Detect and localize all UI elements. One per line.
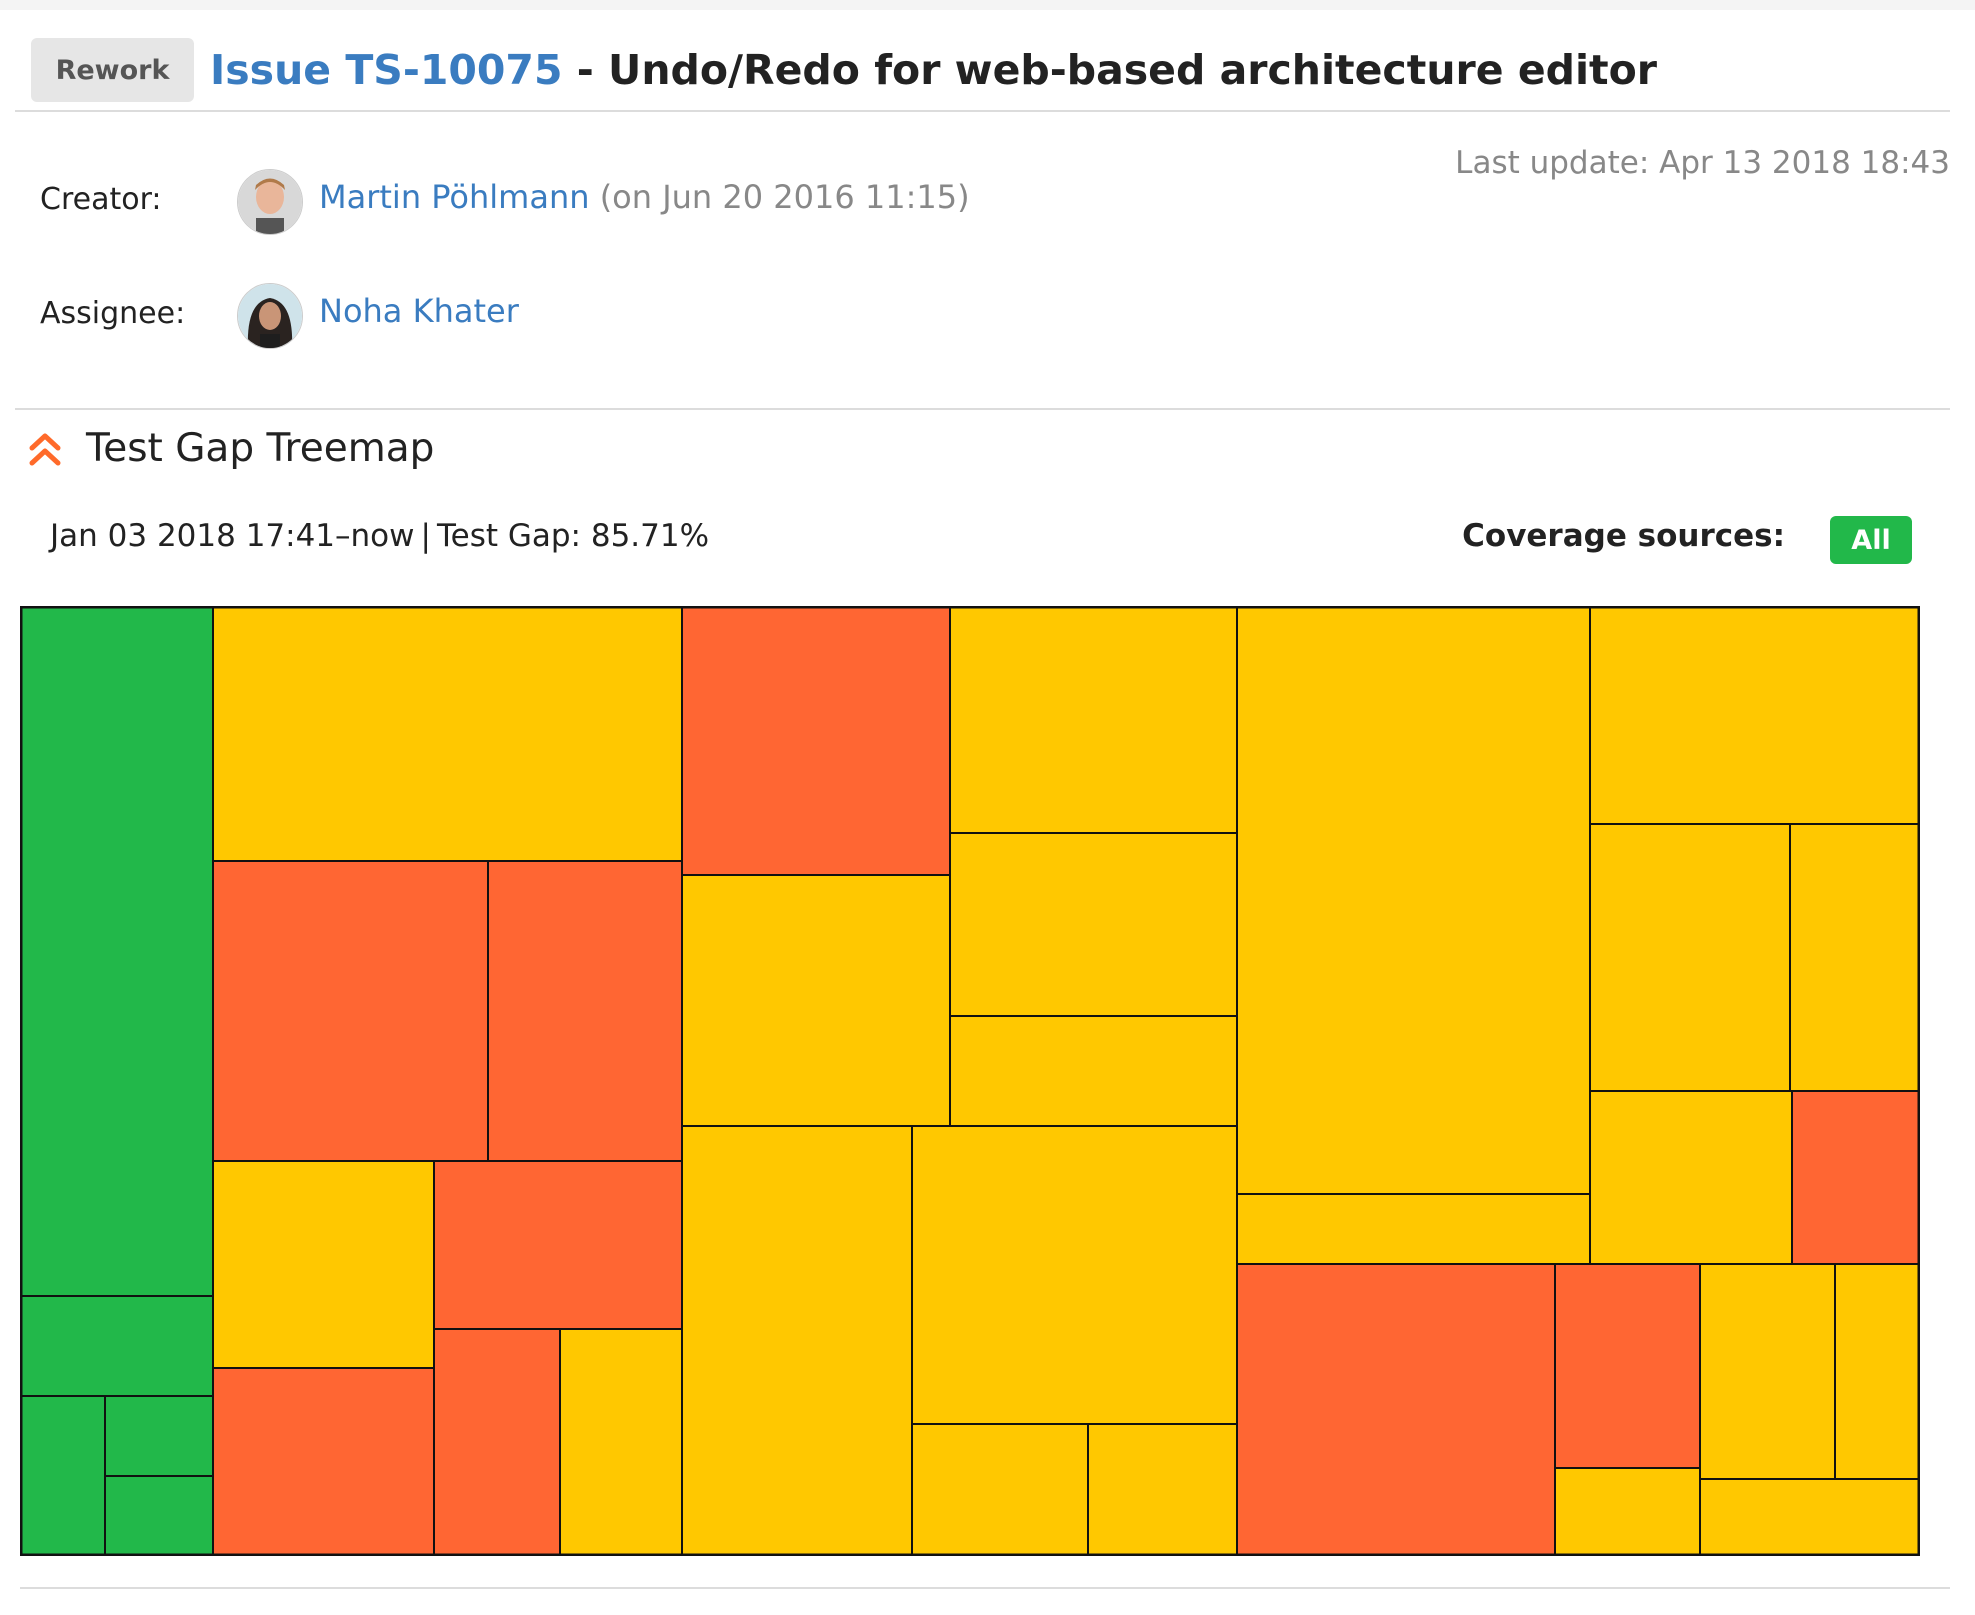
treemap-cell[interactable]: [20, 1295, 214, 1397]
treemap-cell[interactable]: [1236, 1263, 1556, 1556]
treemap-cell[interactable]: [949, 606, 1238, 834]
treemap-frame: [20, 606, 1920, 1556]
treemap-cell[interactable]: [1791, 1090, 1920, 1265]
assignee-avatar[interactable]: [237, 283, 303, 349]
test-gap-value: 85.71%: [590, 518, 710, 554]
assignee-link[interactable]: Noha Khater: [319, 292, 519, 330]
time-range[interactable]: Jan 03 2018 17:41–now: [50, 518, 415, 554]
treemap-cell[interactable]: [1087, 1423, 1238, 1556]
treemap-cell[interactable]: [1699, 1263, 1836, 1480]
issue-title: Issue TS-10075 - Undo/Redo for web-based…: [210, 40, 1657, 100]
treemap-cell[interactable]: [433, 1328, 561, 1556]
treemap-cell[interactable]: [1236, 1193, 1591, 1265]
treemap-cell[interactable]: [212, 1160, 435, 1369]
treemap-cell[interactable]: [1834, 1263, 1920, 1480]
test-gap-label: Test Gap:: [436, 518, 581, 554]
treemap-cell[interactable]: [949, 832, 1238, 1017]
top-strip: [0, 0, 1975, 10]
treemap-cell[interactable]: [104, 1475, 214, 1556]
treemap-cell[interactable]: [212, 1367, 435, 1556]
issue-title-text: - Undo/Redo for web-based architecture e…: [562, 46, 1658, 94]
creator-date: (on Jun 20 2016 11:15): [589, 178, 970, 216]
divider: [20, 1587, 1950, 1589]
treemap-cell[interactable]: [20, 606, 214, 1297]
treemap-cell[interactable]: [949, 1015, 1238, 1127]
creator-avatar[interactable]: [237, 169, 303, 235]
creator-link[interactable]: Martin Pöhlmann (on Jun 20 2016 11:15): [319, 178, 970, 216]
section-title: Test Gap Treemap: [86, 426, 435, 471]
chevron-double-up-icon[interactable]: [28, 432, 62, 468]
treemap-cell[interactable]: [1589, 823, 1791, 1092]
creator-name[interactable]: Martin Pöhlmann: [319, 178, 590, 216]
divider: [15, 110, 1950, 112]
treemap-cell[interactable]: [911, 1423, 1089, 1556]
treemap-cell[interactable]: [681, 606, 951, 876]
treemap-cell[interactable]: [212, 860, 489, 1162]
coverage-sources-button[interactable]: All: [1830, 516, 1912, 564]
treemap-cell[interactable]: [1554, 1467, 1701, 1556]
treemap-cell[interactable]: [212, 606, 683, 862]
status-badge: Rework: [31, 38, 194, 102]
separator: |: [420, 518, 431, 554]
treemap-cell[interactable]: [681, 1125, 913, 1556]
divider: [15, 408, 1950, 410]
treemap-cell[interactable]: [681, 874, 951, 1127]
issue-key-link[interactable]: Issue TS-10075: [210, 46, 563, 94]
treemap-cell[interactable]: [1589, 606, 1920, 825]
treemap-cell[interactable]: [433, 1160, 683, 1330]
treemap-cell[interactable]: [104, 1395, 214, 1477]
creator-label: Creator:: [40, 182, 162, 217]
treemap-cell[interactable]: [1589, 1090, 1793, 1265]
treemap-cell[interactable]: [911, 1125, 1238, 1425]
treemap-cell[interactable]: [559, 1328, 683, 1556]
treemap-cell[interactable]: [1789, 823, 1920, 1092]
treemap-cell[interactable]: [1699, 1478, 1920, 1556]
assignee-label: Assignee:: [40, 296, 186, 331]
coverage-sources-label: Coverage sources:: [1462, 518, 1785, 554]
treemap-cell[interactable]: [487, 860, 683, 1162]
treemap-cell[interactable]: [1554, 1263, 1701, 1469]
test-gap-summary: Jan 03 2018 17:41–now | Test Gap: 85.71%: [50, 518, 709, 554]
treemap-cell[interactable]: [20, 1395, 106, 1556]
treemap-cell[interactable]: [1236, 606, 1591, 1195]
test-gap-treemap: [20, 606, 1920, 1556]
last-update: Last update: Apr 13 2018 18:43: [1455, 145, 1950, 181]
